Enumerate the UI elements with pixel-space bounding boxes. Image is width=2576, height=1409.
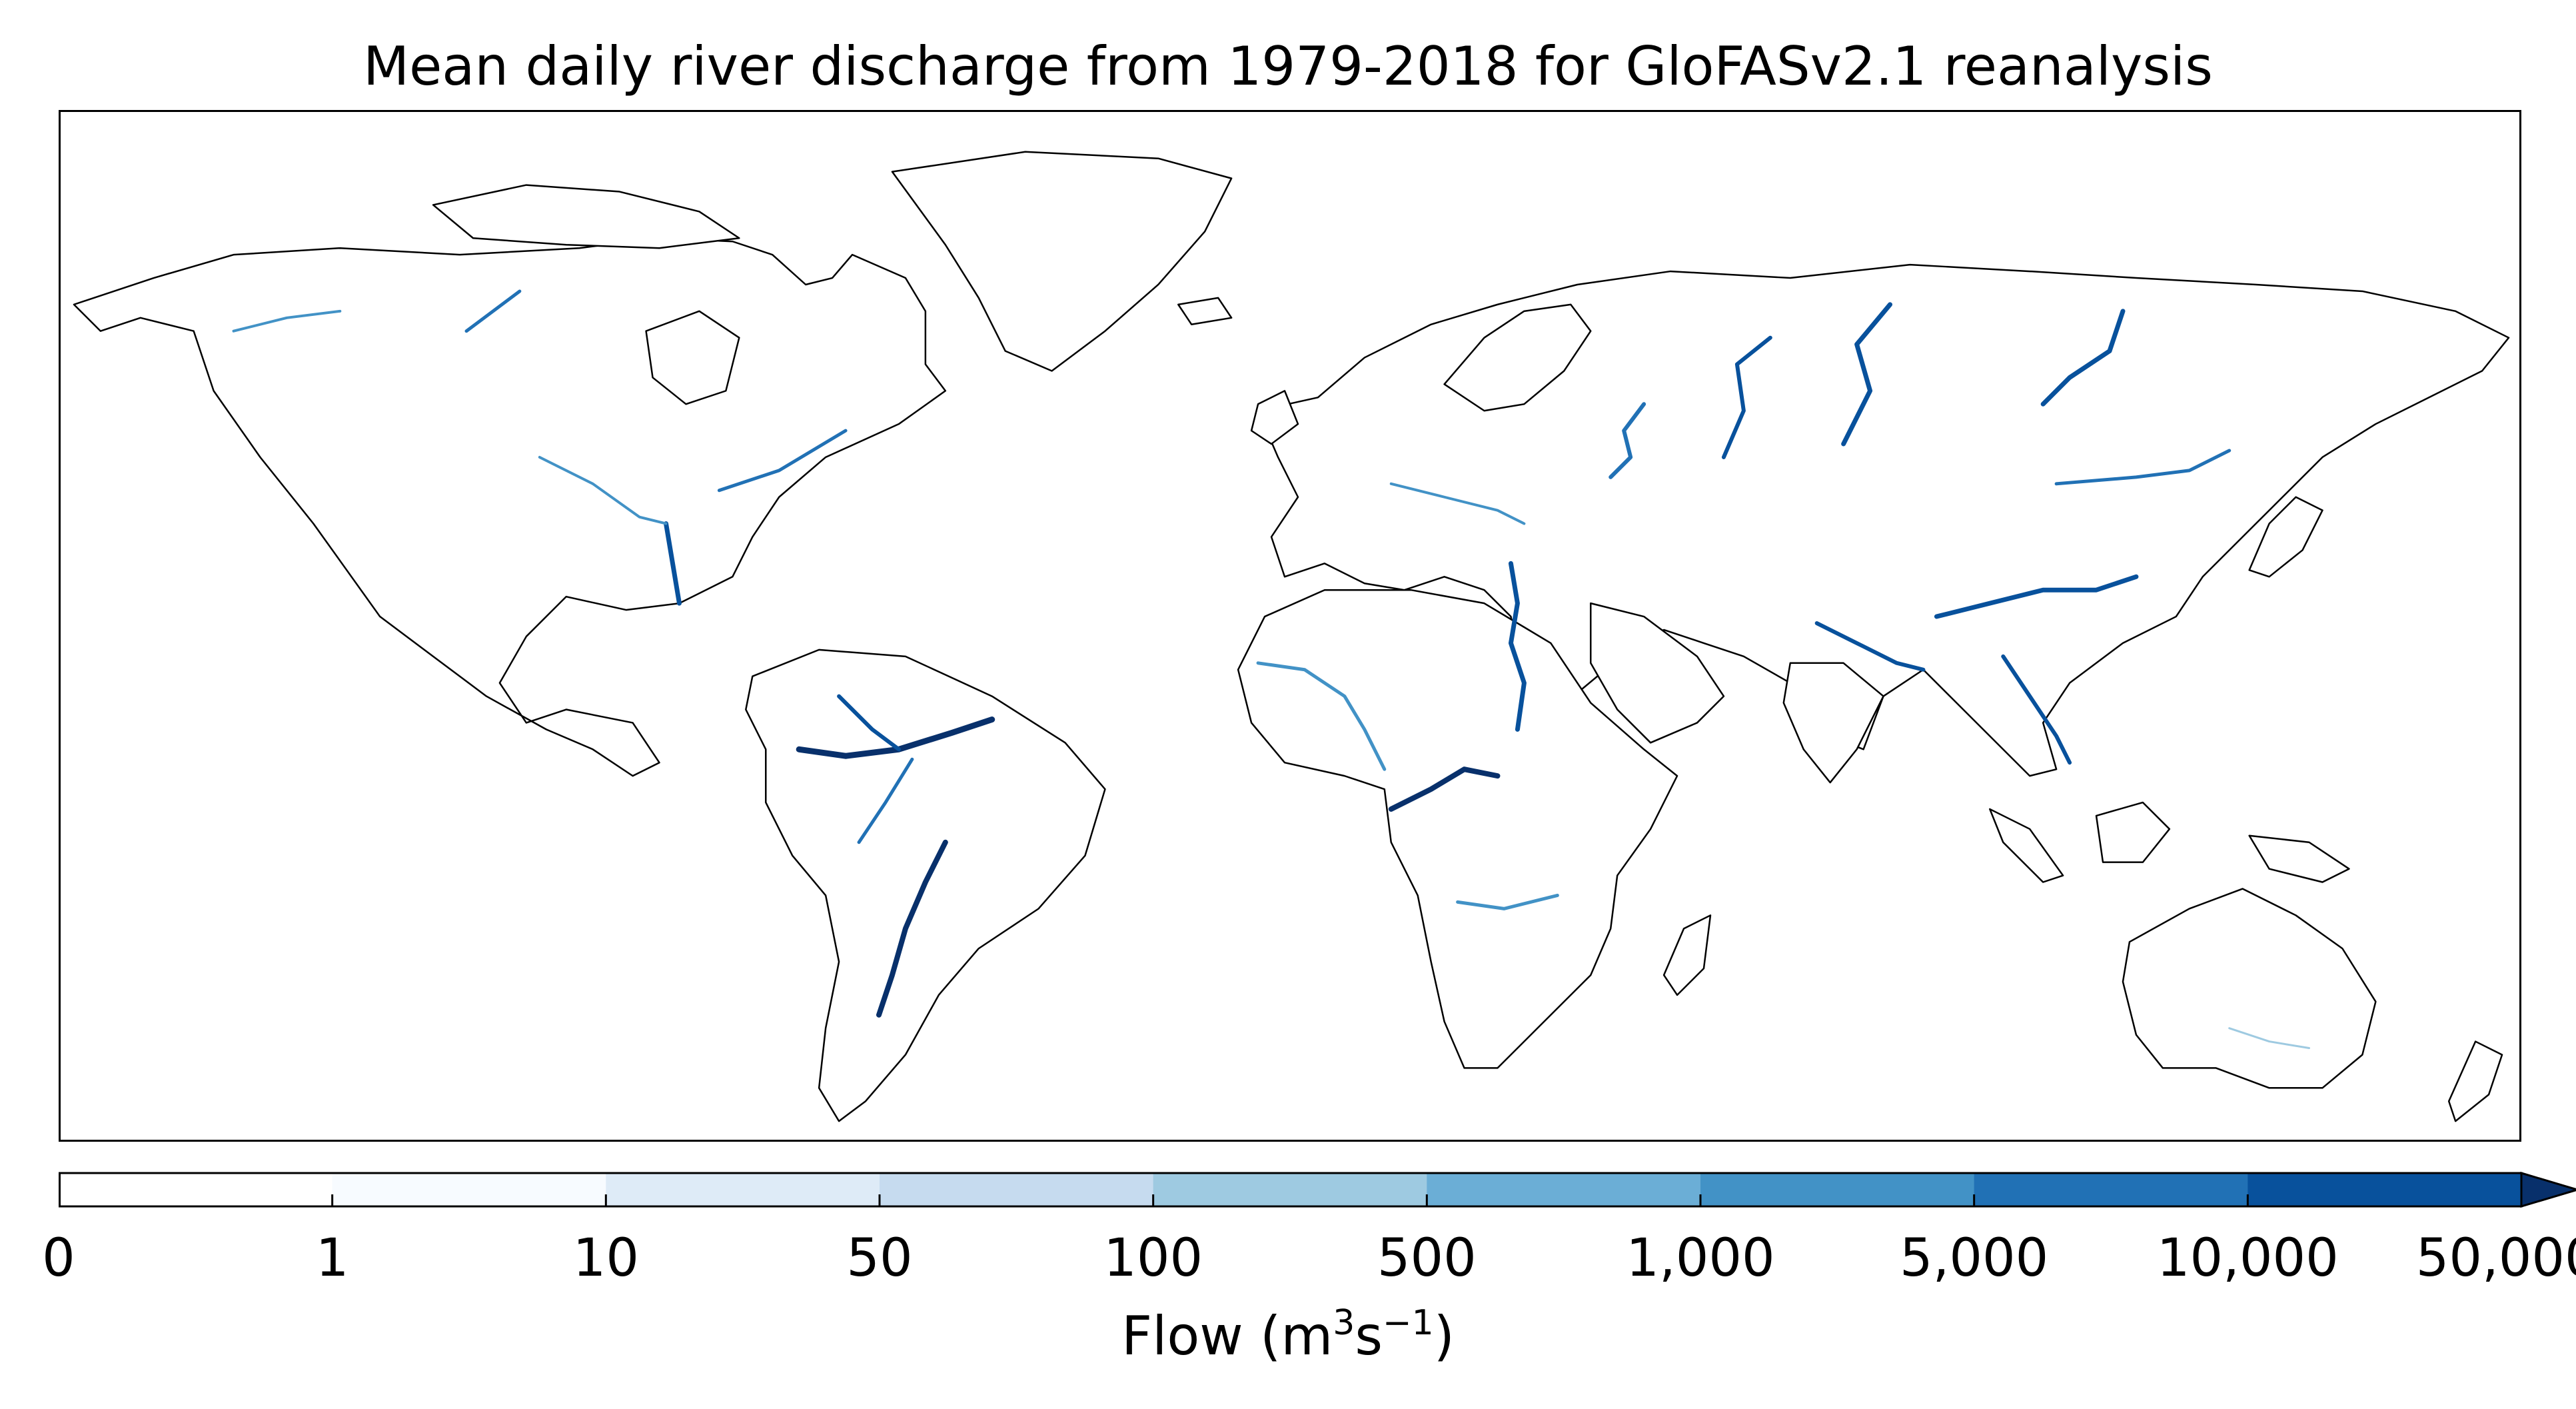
colorbar-tick-label: 500 [1377, 1228, 1477, 1288]
landmass-arabia [1590, 602, 1725, 744]
landmass-arctic-islands [432, 184, 740, 249]
colorbar-tick-label: 10,000 [2156, 1228, 2339, 1288]
river-parana [876, 839, 948, 1018]
colorbar-segment [1427, 1173, 1701, 1206]
colorbar-label-base: Flow (m [1121, 1305, 1333, 1367]
landmass-japan [2248, 496, 2323, 578]
landmass-australia [2122, 888, 2377, 1089]
colorbar-tick-label: 50 [846, 1228, 913, 1288]
landmass-eurasia [1257, 263, 2510, 777]
river-niger [1256, 661, 1387, 771]
landmass-india [1782, 662, 1884, 784]
river-lena [2040, 309, 2126, 407]
river-volga [1609, 402, 1646, 479]
landmass-british-isles [1250, 390, 1299, 445]
colorbar-label-exponent-1: 3 [1333, 1303, 1355, 1343]
river-nile [1508, 561, 1527, 732]
world-map [59, 110, 2521, 1142]
river-madeira [857, 757, 914, 844]
river-ganges [1814, 621, 1926, 672]
colorbar-tick-label: 100 [1103, 1228, 1203, 1288]
river-st-lawrence [717, 429, 848, 493]
land-masses [73, 151, 2510, 1122]
river-amur [2054, 449, 2232, 486]
colorbar-tick-label: 10 [572, 1228, 639, 1288]
colorbar-segment [2248, 1173, 2522, 1206]
colorbar-segment [880, 1173, 1154, 1206]
landmass-scandinavia [1443, 303, 1592, 412]
river-zambezi [1456, 893, 1559, 910]
landmass-new-guinea [2248, 834, 2350, 883]
landmass-borneo [2095, 801, 2171, 863]
river-amazon-tributary-north [837, 694, 901, 752]
colorbar-tick-label: 50,000 [2415, 1228, 2576, 1288]
colorbar-segment [606, 1173, 880, 1206]
landmass-iceland [1177, 297, 1233, 326]
colorbar-outline [59, 1172, 2523, 1208]
colorbar-segment [1153, 1173, 1427, 1206]
colorbar-segment [59, 1173, 333, 1206]
colorbar-segment [1974, 1173, 2248, 1206]
colorbar-label-end: ) [1433, 1305, 1455, 1367]
river-yangtze [1934, 574, 2139, 619]
river-mississippi [664, 521, 682, 606]
river-mackenzie [464, 289, 522, 333]
colorbar-segment [1700, 1173, 1975, 1206]
river-yukon [232, 309, 342, 333]
river-yenisei [1841, 302, 1893, 447]
landmass-sumatra [1989, 808, 2064, 883]
river-missouri [538, 455, 668, 525]
river-murray [2228, 1027, 2311, 1050]
landmass-africa [1237, 589, 1678, 1069]
colorbar-label-mid: s [1355, 1305, 1383, 1367]
colorbar-extend-arrow [2520, 1171, 2576, 1208]
colorbar-label: Flow (m3s−1) [0, 1303, 2576, 1370]
river-congo [1388, 766, 1501, 812]
colorbar-tick-label: 1,000 [1626, 1228, 1775, 1288]
colorbar-tick-label: 1 [315, 1228, 349, 1288]
river-danube [1389, 482, 1526, 525]
landmass-new-zealand [2447, 1040, 2503, 1122]
river-mekong [2001, 654, 2072, 765]
landmass-greenland [891, 151, 1233, 372]
map-canvas [73, 151, 2510, 1122]
colorbar [59, 1171, 2576, 1208]
chart-title: Mean daily river discharge from 1979-201… [363, 35, 2213, 97]
colorbar-segment [332, 1173, 606, 1206]
river-ob [1721, 335, 1772, 459]
landmass-hudson-bay-water [645, 310, 740, 405]
colorbar-label-exponent-2: −1 [1383, 1303, 1434, 1343]
landmass-madagascar [1662, 914, 1712, 996]
colorbar-tick-label: 0 [42, 1228, 75, 1288]
colorbar-tick-label: 5,000 [1900, 1228, 2049, 1288]
river-network [232, 289, 2311, 1050]
